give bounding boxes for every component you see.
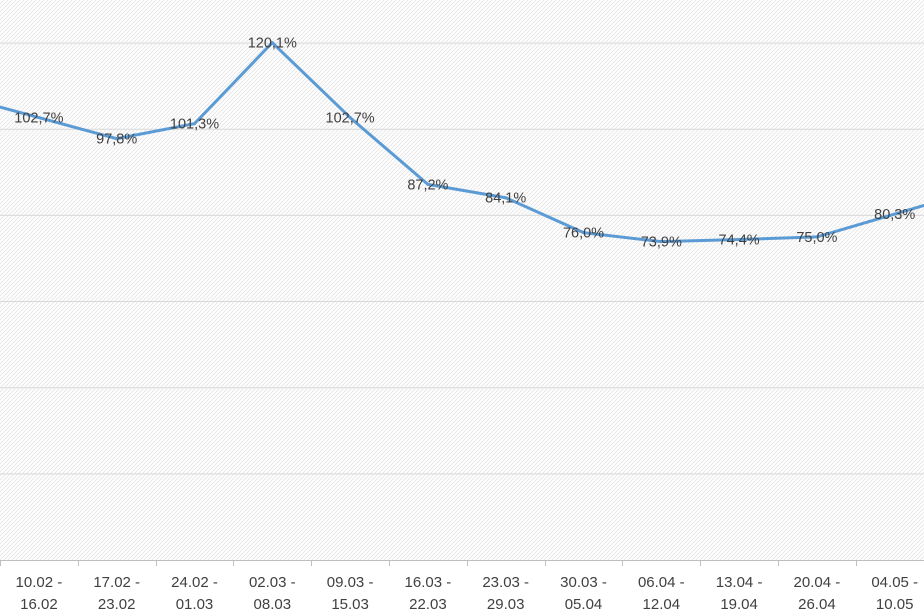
x-tick-label-end: 26.04	[798, 596, 836, 613]
data-label: 80,3%	[874, 207, 915, 223]
x-tick-label-start: 17.02 -	[93, 574, 140, 591]
data-point	[582, 231, 585, 235]
plot-area-background	[0, 0, 924, 560]
data-label: 120,1%	[248, 36, 297, 52]
data-label: 87,2%	[407, 177, 448, 193]
x-tick-label: 02.03 - 08.03	[249, 574, 296, 613]
data-point	[37, 116, 41, 120]
x-tick-label-start: 13.04 -	[716, 574, 763, 591]
x-tick-label-end: 05.04	[565, 596, 603, 613]
data-label: 75,0%	[796, 230, 837, 246]
data-point	[348, 116, 352, 120]
data-label: 76,0%	[563, 226, 604, 242]
x-axis	[0, 560, 924, 566]
x-tick-label: 10.02 - 16.02	[16, 574, 63, 613]
x-tick-labels: 10.02 - 16.02 17.02 - 23.02 24.02 - 01.03 02.0…	[16, 574, 919, 613]
series-group	[0, 41, 924, 244]
x-tick-label-start: 20.04 -	[794, 574, 841, 591]
data-point	[115, 137, 119, 141]
x-tick-label-start: 16.03 -	[405, 574, 452, 591]
x-tick-label: 09.03 - 15.03	[327, 574, 374, 613]
x-tick-label-start: 10.02 -	[16, 574, 63, 591]
x-tick-label-start: 02.03 -	[249, 574, 296, 591]
data-point	[504, 196, 508, 200]
data-point	[659, 240, 663, 244]
x-tick-label-start: 04.05 -	[871, 574, 918, 591]
x-tick-label: 17.02 - 23.02	[93, 574, 140, 613]
data-point	[893, 212, 897, 216]
x-tick-label-start: 23.03 -	[482, 574, 529, 591]
data-point	[426, 182, 430, 186]
x-tick-label-start: 24.02 -	[171, 574, 218, 591]
x-tick-label-start: 06.04 -	[638, 574, 685, 591]
x-tick-label: 06.04 - 12.04	[638, 574, 685, 613]
x-tick-label-end: 19.04	[720, 596, 758, 613]
data-label: 73,9%	[641, 235, 682, 251]
x-tick-label: 24.02 - 01.03	[171, 574, 218, 613]
x-tick-label-end: 15.03	[331, 596, 369, 613]
data-label: 97,8%	[96, 132, 137, 148]
x-tick-label-end: 16.02	[20, 596, 58, 613]
x-tick-label-end: 01.03	[176, 596, 214, 613]
x-tick-label: 20.04 - 26.04	[794, 574, 841, 613]
x-tick-label: 23.03 - 29.03	[482, 574, 529, 613]
x-tick-label-end: 10.05	[876, 596, 914, 613]
data-label: 102,7%	[14, 111, 63, 127]
data-point	[815, 235, 819, 239]
data-point	[270, 41, 274, 45]
series-line	[0, 41, 924, 244]
data-label: 74,4%	[719, 233, 760, 249]
x-tick-label-end: 29.03	[487, 596, 525, 613]
x-tick-label-end: 23.02	[98, 596, 136, 613]
data-point	[737, 238, 741, 242]
x-tick-label-end: 08.03	[254, 596, 292, 613]
x-tick-label: 04.05 - 10.05	[871, 574, 918, 613]
data-label: 84,1%	[485, 191, 526, 207]
x-tick-label: 30.03 - 05.04	[560, 574, 607, 613]
x-tick-label-end: 22.03	[409, 596, 447, 613]
x-tick-label-start: 30.03 -	[560, 574, 607, 591]
data-label: 101,3%	[170, 117, 219, 133]
gridlines	[0, 42, 924, 475]
x-tick-label: 16.03 - 22.03	[405, 574, 452, 613]
data-label: 102,7%	[326, 111, 375, 127]
data-point	[193, 122, 196, 126]
x-tick-label-start: 09.03 -	[327, 574, 374, 591]
x-tick-label: 13.04 - 19.04	[716, 574, 763, 613]
data-labels: 102,7% 97,8% 101,3% 120,1% 102,7% 87,2% 84,1% 7…	[14, 36, 915, 251]
x-tick-label-end: 12.04	[643, 596, 681, 613]
